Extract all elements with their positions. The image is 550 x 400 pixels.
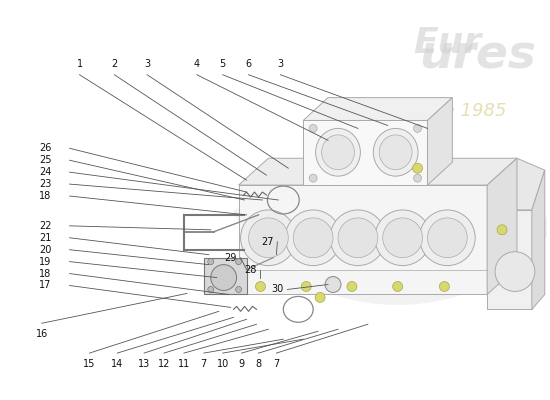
Text: 28: 28 [244,264,256,274]
Text: 9: 9 [239,359,245,369]
Circle shape [383,218,422,258]
Text: a passion: a passion [361,242,434,257]
Circle shape [256,282,266,292]
Polygon shape [532,170,545,309]
Circle shape [325,276,341,292]
Circle shape [240,210,296,266]
Text: 2: 2 [111,59,118,69]
Text: 3: 3 [277,59,283,69]
Polygon shape [303,98,452,120]
Polygon shape [487,158,517,294]
Text: Eur: Eur [413,26,481,60]
Circle shape [309,124,317,132]
Circle shape [414,174,421,182]
Circle shape [347,282,357,292]
Circle shape [301,282,311,292]
Circle shape [393,282,403,292]
Polygon shape [239,158,517,185]
Circle shape [235,286,241,292]
Circle shape [309,174,317,182]
Circle shape [249,218,288,258]
Circle shape [338,218,378,258]
Text: ures: ures [419,33,536,78]
Text: since 1985: since 1985 [408,102,507,120]
Circle shape [285,210,341,266]
Circle shape [208,259,214,265]
Text: 4: 4 [194,59,200,69]
Text: 3: 3 [144,59,150,69]
Circle shape [235,259,241,265]
Text: 10: 10 [217,359,229,369]
Text: 18: 18 [40,191,52,201]
Circle shape [330,210,386,266]
Text: 6: 6 [245,59,251,69]
Circle shape [439,282,449,292]
Text: 21: 21 [39,233,52,243]
Text: 25: 25 [39,155,52,165]
Circle shape [427,218,468,258]
Ellipse shape [316,128,360,176]
Circle shape [315,292,325,302]
Text: 24: 24 [39,167,52,177]
Text: 26: 26 [39,143,52,153]
Circle shape [208,286,214,292]
Text: 13: 13 [138,359,150,369]
Text: 16: 16 [36,329,48,339]
Text: 29: 29 [224,253,236,263]
Circle shape [375,210,431,266]
Polygon shape [303,120,427,185]
Text: 27: 27 [261,237,273,247]
Text: 8: 8 [255,359,262,369]
Text: 12: 12 [158,359,170,369]
Circle shape [414,124,421,132]
Polygon shape [204,258,246,294]
Circle shape [497,225,507,235]
Polygon shape [427,98,452,185]
Ellipse shape [379,135,412,170]
Text: 14: 14 [111,359,123,369]
Text: 30: 30 [271,284,283,294]
Text: 7: 7 [273,359,279,369]
Text: 15: 15 [83,359,96,369]
Text: 18: 18 [40,268,52,278]
Ellipse shape [322,135,354,170]
Text: 20: 20 [39,245,52,255]
Polygon shape [239,185,487,294]
Text: 17: 17 [39,280,52,290]
Polygon shape [487,210,532,309]
Text: 19: 19 [40,257,52,267]
Circle shape [420,210,475,266]
Text: 1: 1 [76,59,82,69]
Text: 23: 23 [39,179,52,189]
Circle shape [495,252,535,292]
Text: 22: 22 [39,221,52,231]
Text: 7: 7 [201,359,207,369]
Polygon shape [487,158,545,210]
Ellipse shape [373,128,418,176]
Text: since 1985: since 1985 [346,257,430,272]
Circle shape [211,265,236,290]
Circle shape [293,218,333,258]
Text: 11: 11 [178,359,190,369]
Circle shape [412,163,422,173]
Text: 5: 5 [219,59,226,69]
